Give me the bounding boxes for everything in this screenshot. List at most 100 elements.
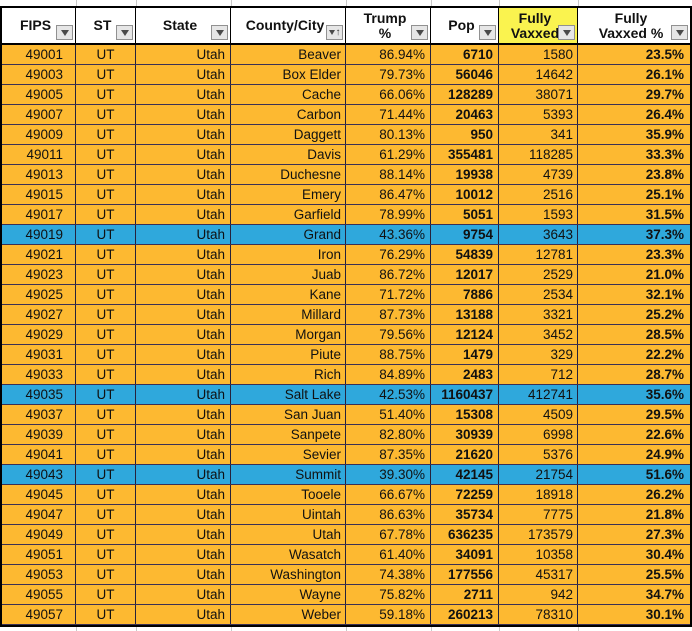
cell-fips[interactable]: 49057 bbox=[2, 605, 76, 624]
cell-fully_vaxxed_pct[interactable]: 34.7% bbox=[645, 587, 684, 602]
cell-pop[interactable]: 10012 bbox=[431, 185, 499, 204]
cell-state[interactable]: Utah bbox=[136, 165, 231, 184]
cell-fully_vaxxed_pct[interactable]: 21.0% bbox=[645, 267, 684, 282]
cell-fully_vaxxed[interactable]: 712 bbox=[499, 365, 578, 384]
cell-fips[interactable]: 49017 bbox=[2, 205, 76, 224]
cell-fips[interactable]: 49045 bbox=[2, 485, 76, 504]
cell-fips[interactable]: 49055 bbox=[2, 585, 76, 604]
cell-trump_pct[interactable]: 71.72% bbox=[346, 285, 431, 304]
cell-fips[interactable]: 49043 bbox=[2, 465, 76, 484]
cell-st[interactable]: UT bbox=[76, 445, 136, 464]
cell-state[interactable]: Utah bbox=[136, 245, 231, 264]
filter-button-st[interactable] bbox=[116, 25, 133, 40]
cell-fully_vaxxed[interactable]: 5376 bbox=[499, 445, 578, 464]
cell-pop[interactable]: 2483 bbox=[431, 365, 499, 384]
cell-fully_vaxxed[interactable]: 2516 bbox=[499, 185, 578, 204]
cell-st[interactable]: UT bbox=[76, 545, 136, 564]
cell-trump_pct[interactable]: 51.40% bbox=[346, 405, 431, 424]
cell-trump_pct[interactable]: 66.67% bbox=[346, 485, 431, 504]
cell-st[interactable]: UT bbox=[76, 165, 136, 184]
cell-trump_pct[interactable]: 76.29% bbox=[346, 245, 431, 264]
cell-fully_vaxxed_pct[interactable]: 25.2% bbox=[645, 307, 684, 322]
cell-county[interactable]: Weber bbox=[231, 605, 346, 624]
cell-trump_pct[interactable]: 66.06% bbox=[346, 85, 431, 104]
cell-st[interactable]: UT bbox=[76, 245, 136, 264]
cell-fully_vaxxed[interactable]: 118285 bbox=[499, 145, 578, 164]
cell-fips[interactable]: 49015 bbox=[2, 185, 76, 204]
cell-st[interactable]: UT bbox=[76, 285, 136, 304]
cell-fips[interactable]: 49009 bbox=[2, 125, 76, 144]
cell-state[interactable]: Utah bbox=[136, 365, 231, 384]
cell-trump_pct[interactable]: 75.82% bbox=[346, 585, 431, 604]
cell-fips[interactable]: 49007 bbox=[2, 105, 76, 124]
cell-fully_vaxxed_pct[interactable]: 26.2% bbox=[645, 487, 684, 502]
cell-fully_vaxxed[interactable]: 12781 bbox=[499, 245, 578, 264]
cell-state[interactable]: Utah bbox=[136, 65, 231, 84]
cell-fully_vaxxed[interactable]: 173579 bbox=[499, 525, 578, 544]
cell-county[interactable]: Rich bbox=[231, 365, 346, 384]
cell-fully_vaxxed_pct[interactable]: 27.3% bbox=[645, 527, 684, 542]
cell-fips[interactable]: 49027 bbox=[2, 305, 76, 324]
cell-fips[interactable]: 49035 bbox=[2, 385, 76, 404]
cell-county[interactable]: Grand bbox=[231, 225, 346, 244]
cell-trump_pct[interactable]: 78.99% bbox=[346, 205, 431, 224]
cell-fully_vaxxed[interactable]: 78310 bbox=[499, 605, 578, 624]
cell-pop[interactable]: 5051 bbox=[431, 205, 499, 224]
filter-button-county[interactable]: ↑ bbox=[326, 25, 343, 40]
cell-fully_vaxxed[interactable]: 1580 bbox=[499, 45, 578, 64]
cell-pop[interactable]: 636235 bbox=[431, 525, 499, 544]
cell-county[interactable]: Wasatch bbox=[231, 545, 346, 564]
cell-pop[interactable]: 13188 bbox=[431, 305, 499, 324]
cell-fully_vaxxed[interactable]: 4509 bbox=[499, 405, 578, 424]
cell-fully_vaxxed_pct[interactable]: 25.5% bbox=[645, 567, 684, 582]
cell-county[interactable]: Juab bbox=[231, 265, 346, 284]
cell-county[interactable]: Emery bbox=[231, 185, 346, 204]
cell-county[interactable]: Sanpete bbox=[231, 425, 346, 444]
cell-fully_vaxxed[interactable]: 329 bbox=[499, 345, 578, 364]
cell-st[interactable]: UT bbox=[76, 565, 136, 584]
cell-trump_pct[interactable]: 61.40% bbox=[346, 545, 431, 564]
cell-trump_pct[interactable]: 80.13% bbox=[346, 125, 431, 144]
cell-pop[interactable]: 12017 bbox=[431, 265, 499, 284]
cell-fully_vaxxed_pct[interactable]: 24.9% bbox=[645, 447, 684, 462]
cell-fully_vaxxed[interactable]: 1593 bbox=[499, 205, 578, 224]
cell-fips[interactable]: 49019 bbox=[2, 225, 76, 244]
cell-fully_vaxxed[interactable]: 3321 bbox=[499, 305, 578, 324]
cell-state[interactable]: Utah bbox=[136, 185, 231, 204]
cell-county[interactable]: Piute bbox=[231, 345, 346, 364]
cell-fully_vaxxed[interactable]: 412741 bbox=[499, 385, 578, 404]
cell-pop[interactable]: 6710 bbox=[431, 45, 499, 64]
cell-trump_pct[interactable]: 88.75% bbox=[346, 345, 431, 364]
cell-pop[interactable]: 260213 bbox=[431, 605, 499, 624]
cell-st[interactable]: UT bbox=[76, 605, 136, 624]
cell-fully_vaxxed[interactable]: 3643 bbox=[499, 225, 578, 244]
cell-fips[interactable]: 49041 bbox=[2, 445, 76, 464]
cell-fully_vaxxed[interactable]: 2534 bbox=[499, 285, 578, 304]
cell-pop[interactable]: 177556 bbox=[431, 565, 499, 584]
cell-state[interactable]: Utah bbox=[136, 445, 231, 464]
cell-state[interactable]: Utah bbox=[136, 105, 231, 124]
cell-fully_vaxxed[interactable]: 38071 bbox=[499, 85, 578, 104]
cell-fully_vaxxed_pct[interactable]: 51.6% bbox=[645, 467, 684, 482]
cell-fully_vaxxed_pct[interactable]: 21.8% bbox=[645, 507, 684, 522]
cell-fips[interactable]: 49023 bbox=[2, 265, 76, 284]
cell-fully_vaxxed_pct[interactable]: 33.3% bbox=[645, 147, 684, 162]
cell-pop[interactable]: 21620 bbox=[431, 445, 499, 464]
cell-pop[interactable]: 56046 bbox=[431, 65, 499, 84]
cell-state[interactable]: Utah bbox=[136, 285, 231, 304]
cell-fips[interactable]: 49005 bbox=[2, 85, 76, 104]
cell-county[interactable]: Salt Lake bbox=[231, 385, 346, 404]
cell-trump_pct[interactable]: 61.29% bbox=[346, 145, 431, 164]
cell-st[interactable]: UT bbox=[76, 325, 136, 344]
cell-pop[interactable]: 19938 bbox=[431, 165, 499, 184]
cell-st[interactable]: UT bbox=[76, 145, 136, 164]
cell-county[interactable]: Davis bbox=[231, 145, 346, 164]
cell-fips[interactable]: 49031 bbox=[2, 345, 76, 364]
cell-fully_vaxxed[interactable]: 18918 bbox=[499, 485, 578, 504]
cell-county[interactable]: Kane bbox=[231, 285, 346, 304]
cell-fully_vaxxed_pct[interactable]: 35.6% bbox=[645, 387, 684, 402]
cell-state[interactable]: Utah bbox=[136, 205, 231, 224]
cell-fully_vaxxed_pct[interactable]: 26.4% bbox=[645, 107, 684, 122]
cell-pop[interactable]: 35734 bbox=[431, 505, 499, 524]
cell-pop[interactable]: 1160437 bbox=[431, 385, 499, 404]
